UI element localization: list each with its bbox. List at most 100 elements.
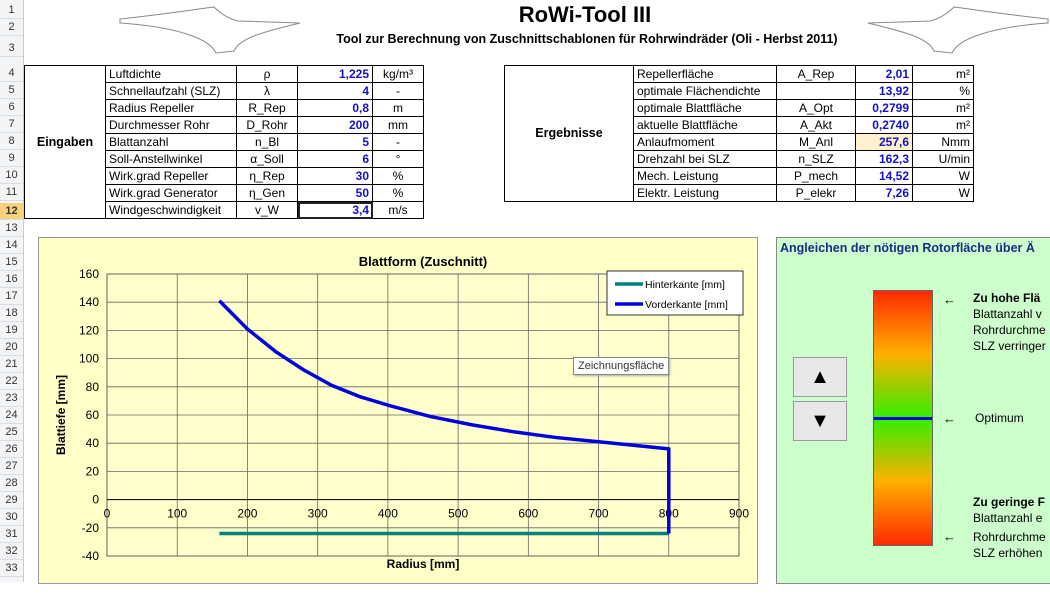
value-cell[interactable]: 14,52: [855, 167, 913, 185]
value-cell[interactable]: 257,6: [855, 133, 913, 151]
row-number[interactable]: 8: [0, 133, 23, 150]
value-cell[interactable]: 0,2740: [855, 116, 913, 134]
name-cell: Blattanzahl: [105, 133, 237, 151]
name-cell: Wirk.grad Generator: [105, 184, 237, 202]
chart-legend: [606, 270, 744, 316]
row-number[interactable]: 17: [0, 288, 23, 305]
row-number[interactable]: 30: [0, 509, 23, 526]
too-low-line: SLZ erhöhen: [973, 546, 1043, 560]
chart-tooltip: Zeichnungsfläche: [573, 357, 670, 375]
row-number[interactable]: 1: [0, 2, 23, 19]
row-number[interactable]: 16: [0, 271, 23, 288]
chart-area[interactable]: 160 140 120 100 80 60 40 20 0 -20 -40 0 100 200 300 400…: [38, 237, 758, 584]
symbol-cell: α_Soll: [236, 150, 298, 168]
row-number[interactable]: 9: [0, 150, 23, 167]
row-number[interactable]: 18: [0, 305, 23, 322]
table-row: Durchmesser Rohr D_Rohr 200 mm: [25, 116, 424, 134]
row-number[interactable]: 12: [0, 203, 23, 220]
value-cell[interactable]: 3,4: [297, 201, 373, 219]
value-cell[interactable]: 2,01: [855, 65, 913, 83]
table-row: Luftdichte ρ 1,225 kg/m³: [24, 65, 424, 219]
value-cell[interactable]: 13,92: [855, 82, 913, 100]
value-cell[interactable]: 200: [297, 116, 373, 134]
row-number[interactable]: 24: [0, 407, 23, 424]
row-number[interactable]: 32: [0, 543, 23, 560]
value-cell[interactable]: 0,2799: [855, 99, 913, 117]
row-number[interactable]: 4: [0, 65, 23, 82]
value-cell[interactable]: 0,8: [297, 99, 373, 117]
row-number[interactable]: 26: [0, 441, 23, 458]
row-number[interactable]: 29: [0, 492, 23, 509]
symbol-cell: A_Akt: [776, 116, 856, 134]
row-number[interactable]: 7: [0, 116, 23, 133]
value-cell[interactable]: 50: [297, 184, 373, 202]
row-number[interactable]: 27: [0, 458, 23, 475]
y-axis-label: Blattiefe [mm]: [54, 375, 68, 455]
symbol-cell: P_elekr: [776, 184, 856, 202]
row-number[interactable]: 15: [0, 254, 23, 271]
decrease-button[interactable]: ▼: [793, 401, 847, 441]
row-number[interactable]: 23: [0, 390, 23, 407]
symbol-cell: η_Gen: [236, 184, 298, 202]
unit-cell: %: [372, 167, 424, 185]
too-high-note: Zu hohe Flä Blattanzahl v Rohrdurchme SL…: [973, 290, 1050, 354]
row-number[interactable]: 20: [0, 339, 23, 356]
symbol-cell: λ: [236, 82, 298, 100]
unit-cell: m/s: [372, 201, 424, 219]
row-number[interactable]: 13: [0, 220, 23, 237]
name-cell: Radius Repeller: [105, 99, 237, 117]
row-number[interactable]: 28: [0, 475, 23, 492]
too-high-title: Zu hohe Flä: [973, 291, 1041, 305]
name-cell: Luftdichte: [105, 65, 237, 83]
row-number[interactable]: 3: [0, 40, 23, 57]
unit-cell: -: [372, 133, 424, 151]
table-row: Repellerfläche A_Rep 2,01 m²: [504, 65, 974, 202]
row-number[interactable]: 22: [0, 373, 23, 390]
unit-cell: %: [372, 184, 424, 202]
legend-entry: Vorderkante [mm]: [645, 299, 728, 311]
too-high-line: Rohrdurchme: [973, 323, 1046, 337]
value-cell[interactable]: 4: [297, 82, 373, 100]
table-row: aktuelle Blattfläche A_Akt 0,2740 m²: [505, 116, 974, 134]
arrow-up-icon: ▲: [810, 366, 830, 388]
row-number[interactable]: 14: [0, 237, 23, 254]
symbol-cell: v_W: [236, 201, 298, 219]
row-number[interactable]: 11: [0, 184, 23, 201]
value-cell[interactable]: 162,3: [855, 150, 913, 168]
value-cell[interactable]: 5: [297, 133, 373, 151]
row-number[interactable]: 5: [0, 82, 23, 99]
row-number[interactable]: 31: [0, 526, 23, 543]
row-number[interactable]: 6: [0, 99, 23, 116]
x-tick-label: 200: [237, 507, 257, 521]
value-cell[interactable]: 1,225: [297, 65, 373, 83]
unit-cell: U/min: [912, 150, 974, 168]
y-tick-label: 20: [86, 464, 100, 478]
unit-cell: m²: [912, 65, 974, 83]
x-tick-label: 600: [518, 507, 538, 521]
increase-button[interactable]: ▲: [793, 357, 847, 397]
unit-cell: m²: [912, 116, 974, 134]
section-label-cell: [504, 65, 634, 202]
y-tick-label: 80: [86, 380, 100, 394]
page-title: RoWi-Tool III: [518, 2, 652, 27]
row-number[interactable]: 33: [0, 560, 23, 577]
row-number[interactable]: 2: [0, 19, 23, 36]
too-low-title: Zu geringe F: [973, 495, 1045, 509]
too-high-line: Blattanzahl v: [973, 307, 1042, 321]
y-tick-label: 0: [92, 493, 99, 507]
too-low-line: Blattanzahl e: [973, 511, 1043, 525]
name-cell: Elektr. Leistung: [633, 184, 777, 202]
row-number[interactable]: 10: [0, 167, 23, 184]
section-label-cell: [24, 65, 106, 219]
row-number[interactable]: 21: [0, 356, 23, 373]
value-cell[interactable]: 6: [297, 150, 373, 168]
row-number[interactable]: 19: [0, 322, 23, 339]
x-tick-label: 500: [448, 507, 468, 521]
value-cell[interactable]: 7,26: [855, 184, 913, 202]
value-cell[interactable]: 30: [297, 167, 373, 185]
too-low-line: Rohrdurchme: [973, 530, 1046, 544]
row-number[interactable]: 25: [0, 424, 23, 441]
unit-cell: Nmm: [912, 133, 974, 151]
y-tick-label: 60: [86, 408, 100, 422]
